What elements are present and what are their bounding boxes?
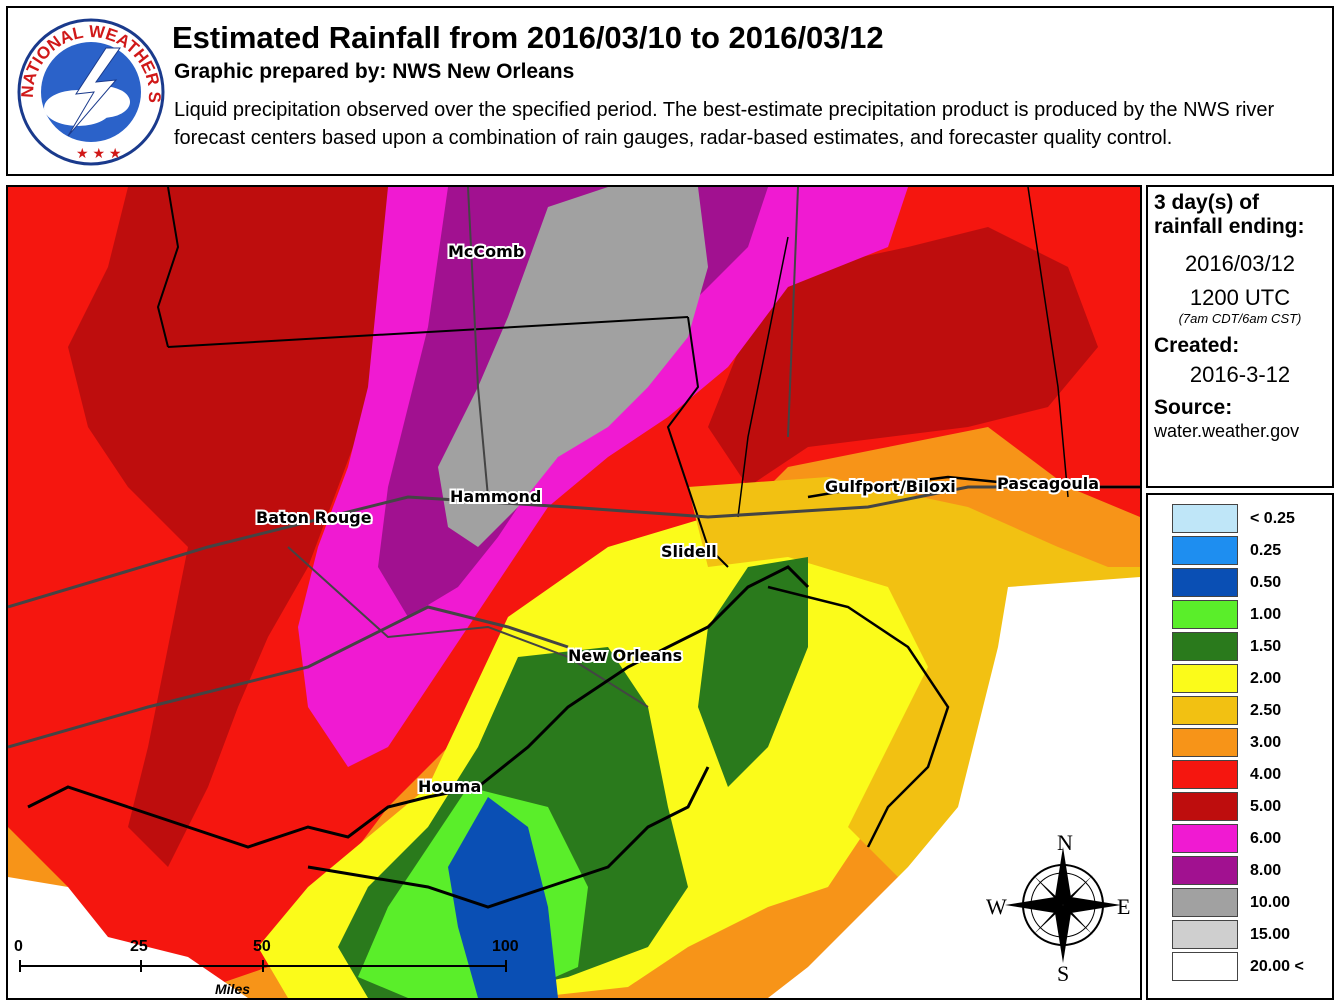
city-label-slidell: Slidell <box>661 542 717 561</box>
legend-item: 2.00 <box>1172 663 1332 695</box>
legend-item: 3.00 <box>1172 727 1332 759</box>
legend-swatch <box>1172 792 1238 821</box>
gulf-no-data <box>8 877 248 998</box>
rainfall-map: McComb Hammond Baton Rouge Slidell New O… <box>6 185 1142 1000</box>
legend-item: 0.50 <box>1172 567 1332 599</box>
scale-label-100: 100 <box>492 938 519 955</box>
city-label-houma: Houma <box>418 777 481 796</box>
legend-item: 2.50 <box>1172 695 1332 727</box>
legend-label: 0.25 <box>1250 542 1282 559</box>
legend-label: 3.00 <box>1250 734 1282 751</box>
legend-swatch <box>1172 600 1238 629</box>
end-time: 1200 UTC <box>1189 285 1291 310</box>
legend-item: 15.00 <box>1172 919 1332 951</box>
map-boundaries <box>8 187 1140 909</box>
legend-label: < 0.25 <box>1250 510 1295 527</box>
page-title: Estimated Rainfall from 2016/03/10 to 20… <box>172 20 884 55</box>
page-description: Liquid precipitation observed over the s… <box>174 99 1275 149</box>
compass-w: W <box>986 894 1007 919</box>
nws-logo-icon: NATIONAL WEATHER SERVICE ★ ★ ★ <box>16 16 165 166</box>
source-value: water.weather.gov <box>1154 421 1300 441</box>
legend-swatch <box>1172 536 1238 565</box>
legend-item: 20.00 < <box>1172 951 1332 983</box>
created-date: 2016-3-12 <box>1189 362 1291 387</box>
created-label: Created: <box>1154 334 1240 357</box>
city-label-hammond: Hammond <box>450 487 541 506</box>
rain-zone-10in <box>438 187 708 547</box>
legend-swatch <box>1172 824 1238 853</box>
city-label-pascagoula: Pascagoula <box>997 474 1099 493</box>
legend-label: 20.00 < <box>1250 958 1304 975</box>
rain-zone-0-5in <box>448 797 558 998</box>
legend-swatch <box>1172 696 1238 725</box>
legend-item: 1.50 <box>1172 631 1332 663</box>
header-panel: NATIONAL WEATHER SERVICE ★ ★ ★ Estimated… <box>6 6 1334 176</box>
legend-item: 6.00 <box>1172 823 1332 855</box>
rainfall-map-canvas: McComb Hammond Baton Rouge Slidell New O… <box>8 187 1140 998</box>
period-label: 3 day(s) of rainfall ending: <box>1154 191 1305 238</box>
city-label-new-orleans: New Orleans <box>568 646 682 665</box>
legend-label: 10.00 <box>1250 894 1291 911</box>
rain-zone-5in <box>68 187 448 867</box>
legend-swatch <box>1172 888 1238 917</box>
end-date: 2016/03/12 <box>1184 251 1296 276</box>
svg-text:★ ★ ★: ★ ★ ★ <box>76 145 121 161</box>
compass-rose-icon <box>1005 847 1121 963</box>
rain-zone-1-5in-east <box>698 557 808 787</box>
legend-item: 0.25 <box>1172 535 1332 567</box>
legend-item: 5.00 <box>1172 791 1332 823</box>
legend-swatch <box>1172 760 1238 789</box>
legend-swatch <box>1172 568 1238 597</box>
rainfall-legend: < 0.25 0.25 0.50 1.00 1.50 2.00 2.50 3.00 4.00 5.… <box>1146 493 1334 1000</box>
legend-item: < 0.25 <box>1172 503 1332 535</box>
scale-bar <box>19 960 507 972</box>
info-panel: 3 day(s) of rainfall ending: 2016/03/12 … <box>1146 185 1334 488</box>
legend-swatch <box>1172 632 1238 661</box>
legend-label: 6.00 <box>1250 830 1282 847</box>
legend-item: 10.00 <box>1172 887 1332 919</box>
legend-swatch <box>1172 728 1238 757</box>
legend-item: 1.00 <box>1172 599 1332 631</box>
compass-e: E <box>1117 894 1130 919</box>
legend-swatch <box>1172 856 1238 885</box>
legend-label: 2.50 <box>1250 702 1282 719</box>
compass-s: S <box>1057 961 1069 986</box>
legend-label: 15.00 <box>1250 926 1291 943</box>
source-label: Source: <box>1154 396 1233 419</box>
scale-units: Miles <box>215 981 250 997</box>
legend-label: 5.00 <box>1250 798 1282 815</box>
rain-zone-5in-east <box>708 227 1098 487</box>
scale-label-25: 25 <box>130 938 148 955</box>
legend-label: 2.00 <box>1250 670 1282 687</box>
scale-label-0: 0 <box>14 938 23 955</box>
city-label-gulfport-biloxi: Gulfport/Biloxi <box>825 477 956 496</box>
scale-label-50: 50 <box>253 938 271 955</box>
rain-zone-2-5in <box>688 477 1140 887</box>
legend-label: 0.50 <box>1250 574 1282 591</box>
legend-label: 1.50 <box>1250 638 1282 655</box>
legend-label: 8.00 <box>1250 862 1282 879</box>
legend-item: 4.00 <box>1172 759 1332 791</box>
city-label-mccomb: McComb <box>448 242 524 261</box>
legend-swatch <box>1172 504 1238 533</box>
compass-n: N <box>1057 830 1073 855</box>
city-label-baton-rouge: Baton Rouge <box>256 508 372 527</box>
time-note: (7am CDT/6am CST) <box>1178 311 1302 326</box>
legend-swatch <box>1172 952 1238 981</box>
legend-label: 1.00 <box>1250 606 1282 623</box>
legend-item: 8.00 <box>1172 855 1332 887</box>
legend-label: 4.00 <box>1250 766 1282 783</box>
legend-swatch <box>1172 664 1238 693</box>
legend-swatch <box>1172 920 1238 949</box>
page-subtitle: Graphic prepared by: NWS New Orleans <box>174 60 575 83</box>
